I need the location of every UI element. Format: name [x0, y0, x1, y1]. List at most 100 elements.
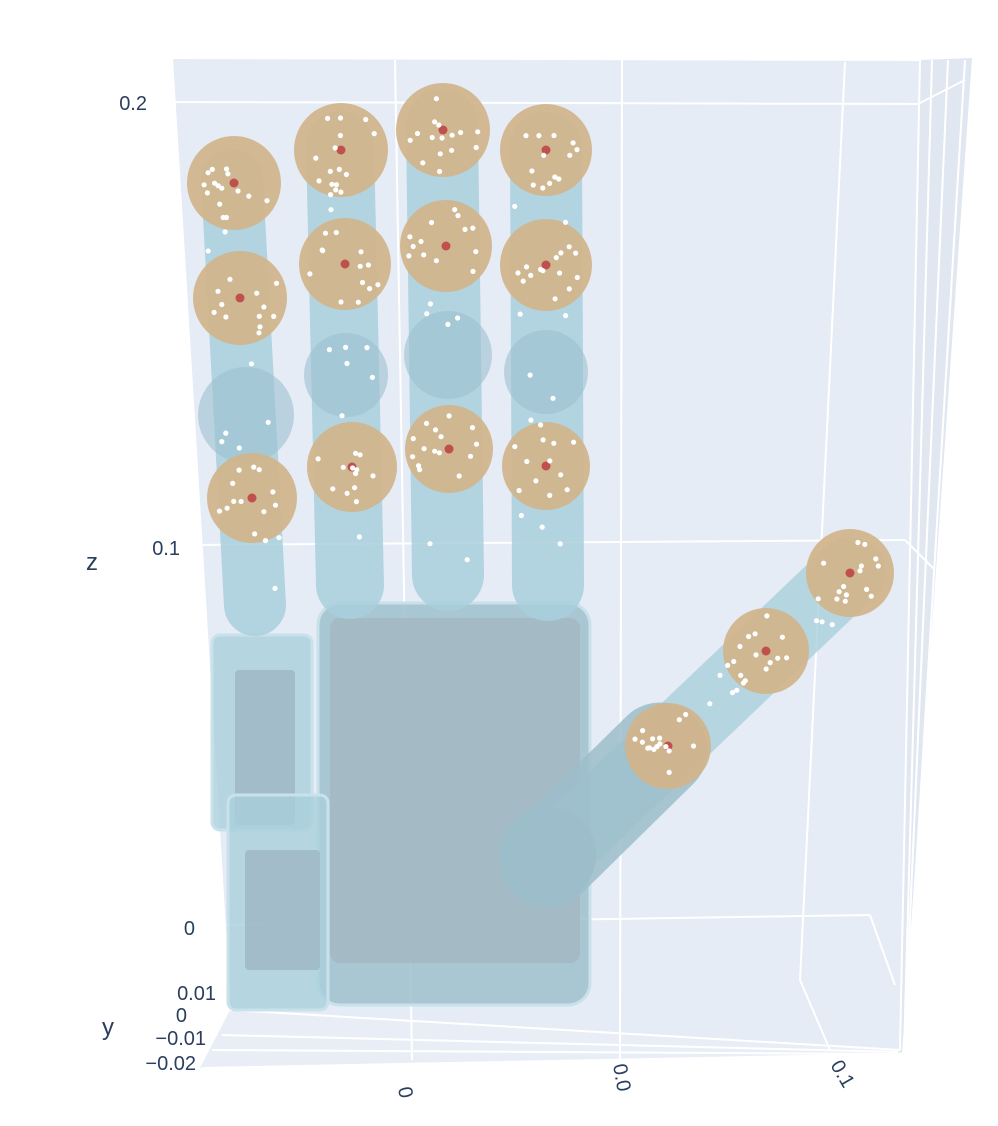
sphere-center-point	[247, 493, 257, 503]
surface-point	[261, 509, 267, 515]
surface-point	[261, 304, 267, 310]
surface-point	[407, 234, 413, 240]
surface-point	[265, 419, 271, 425]
surface-point	[566, 286, 572, 292]
surface-point	[325, 115, 331, 121]
surface-point	[767, 660, 773, 666]
surface-point	[574, 147, 580, 153]
surface-point	[328, 192, 334, 198]
surface-point	[725, 662, 731, 669]
surface-point	[246, 193, 252, 199]
wrist-box-lower-inner	[245, 850, 320, 970]
surface-point	[271, 313, 277, 319]
y-tick-label: −0.01	[155, 1028, 206, 1050]
surface-point	[858, 563, 865, 569]
x-tick-label: 0	[393, 1085, 417, 1100]
surface-point	[356, 534, 362, 540]
surface-point	[358, 249, 364, 255]
surface-point	[220, 214, 226, 221]
surface-point	[540, 185, 546, 191]
y-tick-label: 0.01	[177, 983, 216, 1005]
surface-point	[547, 458, 553, 464]
surface-point	[235, 188, 241, 194]
surface-point	[516, 487, 522, 494]
surface-point	[551, 132, 557, 139]
surface-point	[264, 198, 270, 204]
surface-point	[550, 395, 556, 401]
surface-point	[570, 140, 576, 146]
surface-point	[254, 290, 260, 296]
y-tick-label: 0	[176, 1005, 187, 1027]
surface-point	[359, 279, 366, 286]
surface-point	[731, 658, 737, 665]
surface-point	[464, 557, 470, 563]
surface-point	[528, 272, 534, 278]
surface-point	[427, 301, 433, 307]
surface-point	[573, 250, 579, 256]
surface-point	[270, 489, 276, 495]
surface-point	[252, 531, 258, 537]
surface-point	[834, 596, 840, 602]
surface-point	[819, 619, 825, 625]
surface-point	[337, 132, 343, 139]
surface-point	[427, 541, 433, 547]
surface-point	[433, 258, 439, 264]
surface-point	[540, 437, 546, 443]
surface-point	[547, 492, 553, 498]
surface-point	[375, 282, 381, 288]
thumb-root	[500, 807, 596, 903]
surface-point	[332, 145, 338, 151]
surface-point	[473, 249, 479, 255]
surface-point	[764, 613, 770, 619]
x-tick-label: 0.0	[608, 1062, 634, 1093]
surface-point	[445, 321, 451, 327]
surface-point	[564, 487, 570, 493]
surface-point	[316, 178, 322, 184]
surface-point	[813, 618, 820, 624]
surface-point	[276, 535, 282, 541]
sphere-center-point	[441, 241, 451, 251]
sphere-center-point	[541, 461, 551, 471]
surface-point	[355, 299, 361, 305]
surface-point	[842, 598, 848, 604]
surface-point	[563, 313, 569, 319]
surface-point	[734, 687, 740, 693]
surface-point	[410, 436, 416, 442]
surface-point	[523, 264, 530, 270]
surface-point	[423, 420, 430, 426]
surface-point	[205, 248, 211, 254]
surface-point	[574, 274, 580, 281]
surface-point	[256, 330, 262, 336]
surface-point	[829, 622, 835, 628]
surface-point	[418, 238, 424, 245]
surface-point	[330, 486, 336, 492]
surface-point	[873, 556, 879, 562]
surface-point	[512, 203, 518, 209]
palm	[210, 601, 592, 1012]
surface-point	[524, 458, 530, 465]
surface-point	[763, 666, 769, 672]
surface-point	[337, 115, 344, 121]
surface-point	[410, 243, 416, 250]
surface-point	[683, 711, 689, 718]
surface-point	[223, 430, 229, 436]
sphere-center-point	[229, 178, 239, 188]
surface-point	[657, 735, 663, 741]
surface-point	[319, 247, 325, 253]
surface-point	[567, 152, 573, 158]
surface-point	[746, 633, 752, 640]
surface-point	[437, 168, 443, 175]
surface-point	[862, 541, 868, 548]
sphere-center-point	[235, 293, 245, 303]
surface-point	[333, 187, 339, 193]
surface-point	[329, 181, 335, 187]
surface-point	[201, 182, 207, 188]
surface-point	[209, 166, 215, 172]
surface-point	[428, 219, 435, 226]
finger-joint	[304, 333, 388, 417]
surface-point	[654, 744, 660, 750]
surface-point	[650, 736, 656, 742]
surface-point	[343, 344, 349, 350]
surface-point	[551, 440, 557, 446]
